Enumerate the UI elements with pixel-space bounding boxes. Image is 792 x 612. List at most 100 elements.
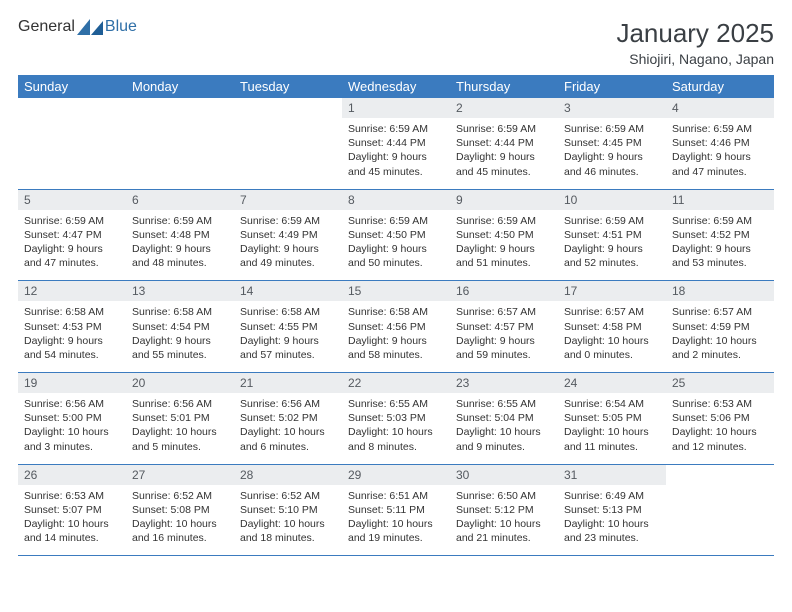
day-number: 26 bbox=[18, 465, 126, 485]
day-details: Sunrise: 6:59 AMSunset: 4:48 PMDaylight:… bbox=[126, 210, 234, 281]
brand-sail-icon bbox=[77, 19, 103, 35]
day-details: Sunrise: 6:54 AMSunset: 5:05 PMDaylight:… bbox=[558, 393, 666, 464]
day-number: 21 bbox=[234, 373, 342, 393]
day-number: 8 bbox=[342, 190, 450, 210]
brand-logo: General Blue bbox=[18, 18, 137, 36]
day-number: 22 bbox=[342, 373, 450, 393]
day-details: Sunrise: 6:59 AMSunset: 4:44 PMDaylight:… bbox=[450, 118, 558, 189]
day-details: Sunrise: 6:49 AMSunset: 5:13 PMDaylight:… bbox=[558, 485, 666, 556]
day-details: Sunrise: 6:50 AMSunset: 5:12 PMDaylight:… bbox=[450, 485, 558, 556]
calendar-cell bbox=[234, 98, 342, 189]
day-details: Sunrise: 6:59 AMSunset: 4:46 PMDaylight:… bbox=[666, 118, 774, 189]
day-details: Sunrise: 6:57 AMSunset: 4:58 PMDaylight:… bbox=[558, 301, 666, 372]
day-header: Monday bbox=[126, 75, 234, 98]
day-header: Saturday bbox=[666, 75, 774, 98]
calendar-cell: 25Sunrise: 6:53 AMSunset: 5:06 PMDayligh… bbox=[666, 373, 774, 465]
calendar-cell: 11Sunrise: 6:59 AMSunset: 4:52 PMDayligh… bbox=[666, 189, 774, 281]
day-details: Sunrise: 6:59 AMSunset: 4:50 PMDaylight:… bbox=[342, 210, 450, 281]
calendar-cell: 23Sunrise: 6:55 AMSunset: 5:04 PMDayligh… bbox=[450, 373, 558, 465]
day-header: Wednesday bbox=[342, 75, 450, 98]
day-number: 25 bbox=[666, 373, 774, 393]
calendar-cell: 16Sunrise: 6:57 AMSunset: 4:57 PMDayligh… bbox=[450, 281, 558, 373]
calendar-cell bbox=[126, 98, 234, 189]
day-details: Sunrise: 6:55 AMSunset: 5:04 PMDaylight:… bbox=[450, 393, 558, 464]
day-details: Sunrise: 6:59 AMSunset: 4:45 PMDaylight:… bbox=[558, 118, 666, 189]
calendar-cell: 2Sunrise: 6:59 AMSunset: 4:44 PMDaylight… bbox=[450, 98, 558, 189]
page-title: January 2025 bbox=[616, 18, 774, 49]
day-number: 28 bbox=[234, 465, 342, 485]
location-subtitle: Shiojiri, Nagano, Japan bbox=[616, 51, 774, 67]
day-details: Sunrise: 6:56 AMSunset: 5:02 PMDaylight:… bbox=[234, 393, 342, 464]
day-details: Sunrise: 6:51 AMSunset: 5:11 PMDaylight:… bbox=[342, 485, 450, 556]
day-number: 14 bbox=[234, 281, 342, 301]
day-number: 30 bbox=[450, 465, 558, 485]
calendar-cell: 15Sunrise: 6:58 AMSunset: 4:56 PMDayligh… bbox=[342, 281, 450, 373]
day-number: 10 bbox=[558, 190, 666, 210]
calendar-cell bbox=[666, 464, 774, 556]
calendar-cell: 31Sunrise: 6:49 AMSunset: 5:13 PMDayligh… bbox=[558, 464, 666, 556]
day-details: Sunrise: 6:55 AMSunset: 5:03 PMDaylight:… bbox=[342, 393, 450, 464]
day-details: Sunrise: 6:59 AMSunset: 4:51 PMDaylight:… bbox=[558, 210, 666, 281]
day-number: 31 bbox=[558, 465, 666, 485]
calendar-cell: 10Sunrise: 6:59 AMSunset: 4:51 PMDayligh… bbox=[558, 189, 666, 281]
calendar-cell: 9Sunrise: 6:59 AMSunset: 4:50 PMDaylight… bbox=[450, 189, 558, 281]
calendar-cell: 5Sunrise: 6:59 AMSunset: 4:47 PMDaylight… bbox=[18, 189, 126, 281]
calendar-cell: 7Sunrise: 6:59 AMSunset: 4:49 PMDaylight… bbox=[234, 189, 342, 281]
calendar-cell: 21Sunrise: 6:56 AMSunset: 5:02 PMDayligh… bbox=[234, 373, 342, 465]
day-details: Sunrise: 6:52 AMSunset: 5:10 PMDaylight:… bbox=[234, 485, 342, 556]
calendar-cell: 4Sunrise: 6:59 AMSunset: 4:46 PMDaylight… bbox=[666, 98, 774, 189]
calendar-cell: 17Sunrise: 6:57 AMSunset: 4:58 PMDayligh… bbox=[558, 281, 666, 373]
calendar-cell: 1Sunrise: 6:59 AMSunset: 4:44 PMDaylight… bbox=[342, 98, 450, 189]
day-number: 18 bbox=[666, 281, 774, 301]
calendar-cell: 14Sunrise: 6:58 AMSunset: 4:55 PMDayligh… bbox=[234, 281, 342, 373]
calendar-cell: 27Sunrise: 6:52 AMSunset: 5:08 PMDayligh… bbox=[126, 464, 234, 556]
calendar-cell: 29Sunrise: 6:51 AMSunset: 5:11 PMDayligh… bbox=[342, 464, 450, 556]
day-details: Sunrise: 6:52 AMSunset: 5:08 PMDaylight:… bbox=[126, 485, 234, 556]
brand-general: General bbox=[18, 18, 75, 36]
day-header: Tuesday bbox=[234, 75, 342, 98]
day-number: 13 bbox=[126, 281, 234, 301]
day-number: 9 bbox=[450, 190, 558, 210]
day-details: Sunrise: 6:59 AMSunset: 4:49 PMDaylight:… bbox=[234, 210, 342, 281]
day-header: Sunday bbox=[18, 75, 126, 98]
calendar-cell bbox=[18, 98, 126, 189]
day-details: Sunrise: 6:56 AMSunset: 5:00 PMDaylight:… bbox=[18, 393, 126, 464]
calendar-cell: 8Sunrise: 6:59 AMSunset: 4:50 PMDaylight… bbox=[342, 189, 450, 281]
day-details: Sunrise: 6:58 AMSunset: 4:54 PMDaylight:… bbox=[126, 301, 234, 372]
calendar-cell: 19Sunrise: 6:56 AMSunset: 5:00 PMDayligh… bbox=[18, 373, 126, 465]
day-details: Sunrise: 6:58 AMSunset: 4:53 PMDaylight:… bbox=[18, 301, 126, 372]
day-details: Sunrise: 6:53 AMSunset: 5:06 PMDaylight:… bbox=[666, 393, 774, 464]
calendar-cell: 28Sunrise: 6:52 AMSunset: 5:10 PMDayligh… bbox=[234, 464, 342, 556]
day-number: 15 bbox=[342, 281, 450, 301]
day-details: Sunrise: 6:59 AMSunset: 4:44 PMDaylight:… bbox=[342, 118, 450, 189]
day-details: Sunrise: 6:59 AMSunset: 4:50 PMDaylight:… bbox=[450, 210, 558, 281]
day-number: 1 bbox=[342, 98, 450, 118]
day-number: 6 bbox=[126, 190, 234, 210]
day-header: Thursday bbox=[450, 75, 558, 98]
day-details: Sunrise: 6:58 AMSunset: 4:56 PMDaylight:… bbox=[342, 301, 450, 372]
day-number: 29 bbox=[342, 465, 450, 485]
calendar-cell: 18Sunrise: 6:57 AMSunset: 4:59 PMDayligh… bbox=[666, 281, 774, 373]
day-number: 5 bbox=[18, 190, 126, 210]
day-details: Sunrise: 6:59 AMSunset: 4:47 PMDaylight:… bbox=[18, 210, 126, 281]
day-number: 23 bbox=[450, 373, 558, 393]
day-details: Sunrise: 6:57 AMSunset: 4:59 PMDaylight:… bbox=[666, 301, 774, 372]
day-number: 20 bbox=[126, 373, 234, 393]
day-details: Sunrise: 6:56 AMSunset: 5:01 PMDaylight:… bbox=[126, 393, 234, 464]
day-details: Sunrise: 6:59 AMSunset: 4:52 PMDaylight:… bbox=[666, 210, 774, 281]
day-number: 3 bbox=[558, 98, 666, 118]
day-number: 19 bbox=[18, 373, 126, 393]
day-number: 4 bbox=[666, 98, 774, 118]
day-details: Sunrise: 6:57 AMSunset: 4:57 PMDaylight:… bbox=[450, 301, 558, 372]
brand-blue: Blue bbox=[105, 18, 137, 36]
day-number: 12 bbox=[18, 281, 126, 301]
calendar-table: SundayMondayTuesdayWednesdayThursdayFrid… bbox=[18, 75, 774, 556]
day-number: 7 bbox=[234, 190, 342, 210]
day-number: 17 bbox=[558, 281, 666, 301]
calendar-cell: 13Sunrise: 6:58 AMSunset: 4:54 PMDayligh… bbox=[126, 281, 234, 373]
day-number: 2 bbox=[450, 98, 558, 118]
day-header: Friday bbox=[558, 75, 666, 98]
calendar-cell: 22Sunrise: 6:55 AMSunset: 5:03 PMDayligh… bbox=[342, 373, 450, 465]
day-number: 24 bbox=[558, 373, 666, 393]
day-number: 11 bbox=[666, 190, 774, 210]
